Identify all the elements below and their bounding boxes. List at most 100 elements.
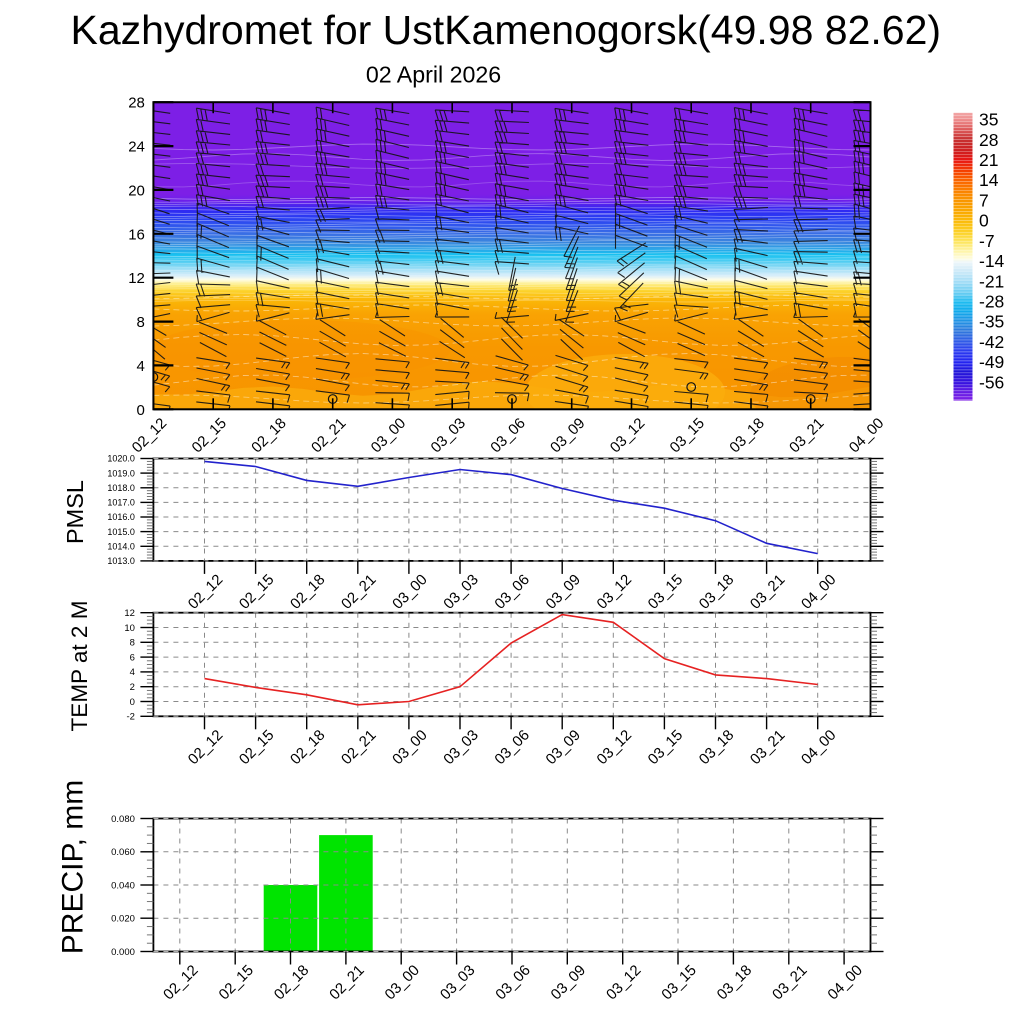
svg-text:2: 2 <box>130 682 135 693</box>
svg-text:28: 28 <box>128 95 145 112</box>
svg-text:1018.0: 1018.0 <box>107 483 135 493</box>
svg-text:02_21: 02_21 <box>308 415 350 457</box>
svg-text:04_00: 04_00 <box>846 415 888 457</box>
svg-text:20: 20 <box>128 182 145 199</box>
svg-text:8: 8 <box>137 314 145 331</box>
svg-text:1020.0: 1020.0 <box>107 454 135 464</box>
svg-text:03_00: 03_00 <box>382 962 424 1004</box>
svg-text:02_18: 02_18 <box>248 415 290 457</box>
svg-text:03_18: 03_18 <box>696 727 738 769</box>
svg-text:10: 10 <box>124 623 135 634</box>
svg-text:03_06: 03_06 <box>492 962 534 1004</box>
svg-text:02_18: 02_18 <box>271 962 313 1004</box>
svg-text:0: 0 <box>979 211 989 231</box>
svg-text:-49: -49 <box>979 352 1004 372</box>
svg-text:03_09: 03_09 <box>543 571 585 613</box>
svg-text:12: 12 <box>128 270 145 287</box>
svg-text:02 April 2026: 02 April 2026 <box>366 62 501 88</box>
svg-text:0.020: 0.020 <box>111 914 135 925</box>
svg-text:1015.0: 1015.0 <box>107 527 135 537</box>
svg-text:-21: -21 <box>979 271 1004 291</box>
svg-text:02_15: 02_15 <box>236 571 278 613</box>
svg-text:-35: -35 <box>979 312 1004 332</box>
svg-text:03_12: 03_12 <box>594 571 636 613</box>
svg-text:04_00: 04_00 <box>824 962 866 1004</box>
svg-text:4: 4 <box>137 358 145 375</box>
svg-text:03_12: 03_12 <box>594 727 636 769</box>
svg-text:02_12: 02_12 <box>129 415 171 457</box>
svg-text:03_18: 03_18 <box>696 571 738 613</box>
svg-text:03_21: 03_21 <box>786 415 828 457</box>
svg-text:04_00: 04_00 <box>798 571 840 613</box>
svg-text:02_15: 02_15 <box>236 727 278 769</box>
svg-text:14: 14 <box>979 170 999 190</box>
svg-text:-42: -42 <box>979 332 1004 352</box>
svg-text:03_03: 03_03 <box>437 962 479 1004</box>
svg-text:16: 16 <box>128 226 145 243</box>
svg-text:03_06: 03_06 <box>491 727 533 769</box>
svg-text:0.060: 0.060 <box>111 847 135 858</box>
svg-text:03_00: 03_00 <box>389 571 431 613</box>
svg-text:-7: -7 <box>979 231 995 251</box>
svg-text:03_03: 03_03 <box>440 727 482 769</box>
svg-text:03_06: 03_06 <box>491 571 533 613</box>
svg-text:1016.0: 1016.0 <box>107 512 135 522</box>
svg-text:0.040: 0.040 <box>111 880 135 891</box>
svg-text:TEMP at 2 M: TEMP at 2 M <box>67 601 92 732</box>
svg-text:03_15: 03_15 <box>645 571 687 613</box>
svg-text:1013.0: 1013.0 <box>107 556 135 566</box>
svg-text:8: 8 <box>130 638 135 649</box>
svg-text:35: 35 <box>979 110 998 130</box>
svg-text:21: 21 <box>979 150 998 170</box>
svg-text:-14: -14 <box>979 251 1005 271</box>
svg-text:03_18: 03_18 <box>714 962 756 1004</box>
svg-text:03_21: 03_21 <box>747 571 789 613</box>
svg-text:Kazhydromet for UstKamenogorsk: Kazhydromet for UstKamenogorsk(49.98 82.… <box>71 7 942 53</box>
svg-text:03_12: 03_12 <box>603 962 645 1004</box>
svg-text:0.000: 0.000 <box>111 947 135 958</box>
svg-text:02_21: 02_21 <box>338 571 380 613</box>
svg-text:04_00: 04_00 <box>798 727 840 769</box>
svg-text:PRECIP, mm: PRECIP, mm <box>57 780 90 954</box>
svg-text:03_06: 03_06 <box>487 415 529 457</box>
svg-text:02_15: 02_15 <box>189 415 231 457</box>
svg-text:1014.0: 1014.0 <box>107 541 135 551</box>
svg-text:03_15: 03_15 <box>667 415 709 457</box>
svg-text:03_00: 03_00 <box>368 415 410 457</box>
svg-text:28: 28 <box>979 130 998 150</box>
svg-text:PMSL: PMSL <box>62 480 88 544</box>
svg-text:0.080: 0.080 <box>111 814 135 825</box>
svg-text:02_12: 02_12 <box>185 571 227 613</box>
svg-text:03_03: 03_03 <box>428 415 470 457</box>
svg-text:03_21: 03_21 <box>747 727 789 769</box>
svg-text:02_21: 02_21 <box>338 727 380 769</box>
svg-text:24: 24 <box>128 139 145 156</box>
svg-text:-2: -2 <box>126 712 134 723</box>
svg-text:1017.0: 1017.0 <box>107 498 135 508</box>
svg-text:0: 0 <box>130 697 135 708</box>
svg-text:0: 0 <box>137 402 145 419</box>
svg-text:02_18: 02_18 <box>287 727 329 769</box>
svg-text:02_12: 02_12 <box>185 727 227 769</box>
svg-text:03_09: 03_09 <box>548 962 590 1004</box>
svg-text:03_09: 03_09 <box>543 727 585 769</box>
svg-text:03_09: 03_09 <box>547 415 589 457</box>
svg-text:03_15: 03_15 <box>645 727 687 769</box>
svg-text:03_12: 03_12 <box>607 415 649 457</box>
svg-text:-28: -28 <box>979 292 1004 312</box>
svg-text:02_12: 02_12 <box>160 962 202 1004</box>
svg-text:02_15: 02_15 <box>216 962 258 1004</box>
svg-text:03_18: 03_18 <box>726 415 768 457</box>
svg-text:03_15: 03_15 <box>658 962 700 1004</box>
svg-text:03_03: 03_03 <box>440 571 482 613</box>
svg-text:03_00: 03_00 <box>389 727 431 769</box>
svg-text:6: 6 <box>130 652 135 663</box>
svg-text:1019.0: 1019.0 <box>107 468 135 478</box>
svg-text:12: 12 <box>124 608 135 619</box>
svg-text:03_21: 03_21 <box>769 962 811 1004</box>
svg-text:7: 7 <box>979 190 989 210</box>
svg-text:4: 4 <box>130 667 135 678</box>
svg-text:02_21: 02_21 <box>326 962 368 1004</box>
svg-text:02_18: 02_18 <box>287 571 329 613</box>
svg-text:-56: -56 <box>979 372 1004 392</box>
